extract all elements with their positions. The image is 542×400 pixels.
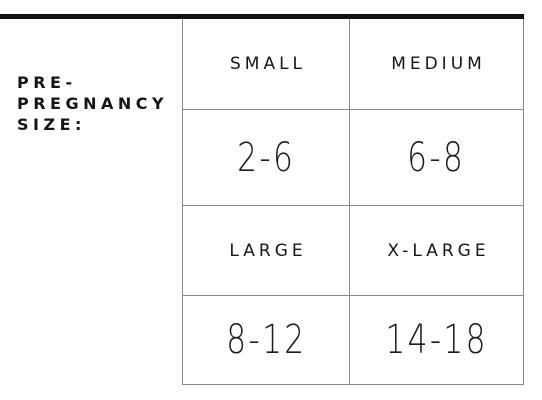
size-name-x-large: X-LARGE [387,240,490,261]
range-cell-large: 8-12 [183,296,350,384]
range-cell-medium: 6-8 [350,110,524,206]
size-range-small: 2-6 [237,134,295,181]
size-cell-x-large: X-LARGE [350,206,524,296]
size-chart-table: SMALL MEDIUM 2-6 6-8 LARGE X-LARGE 8-12 … [182,19,524,385]
range-cell-x-large: 14-18 [350,296,524,384]
size-range-x-large: 14-18 [385,317,488,363]
size-range-large: 8-12 [225,317,307,363]
top-rule [0,14,524,19]
size-range-medium: 6-8 [407,134,466,181]
size-name-small: SMALL [229,54,307,74]
size-name-large: LARGE [229,240,307,261]
size-cell-medium: MEDIUM [350,19,524,110]
range-cell-small: 2-6 [183,110,350,206]
size-cell-small: SMALL [183,19,350,110]
pre-pregnancy-size-label: PRE- PREGNANCY SIZE: [17,73,169,134]
size-name-medium: MEDIUM [391,54,486,74]
size-cell-large: LARGE [183,206,350,296]
